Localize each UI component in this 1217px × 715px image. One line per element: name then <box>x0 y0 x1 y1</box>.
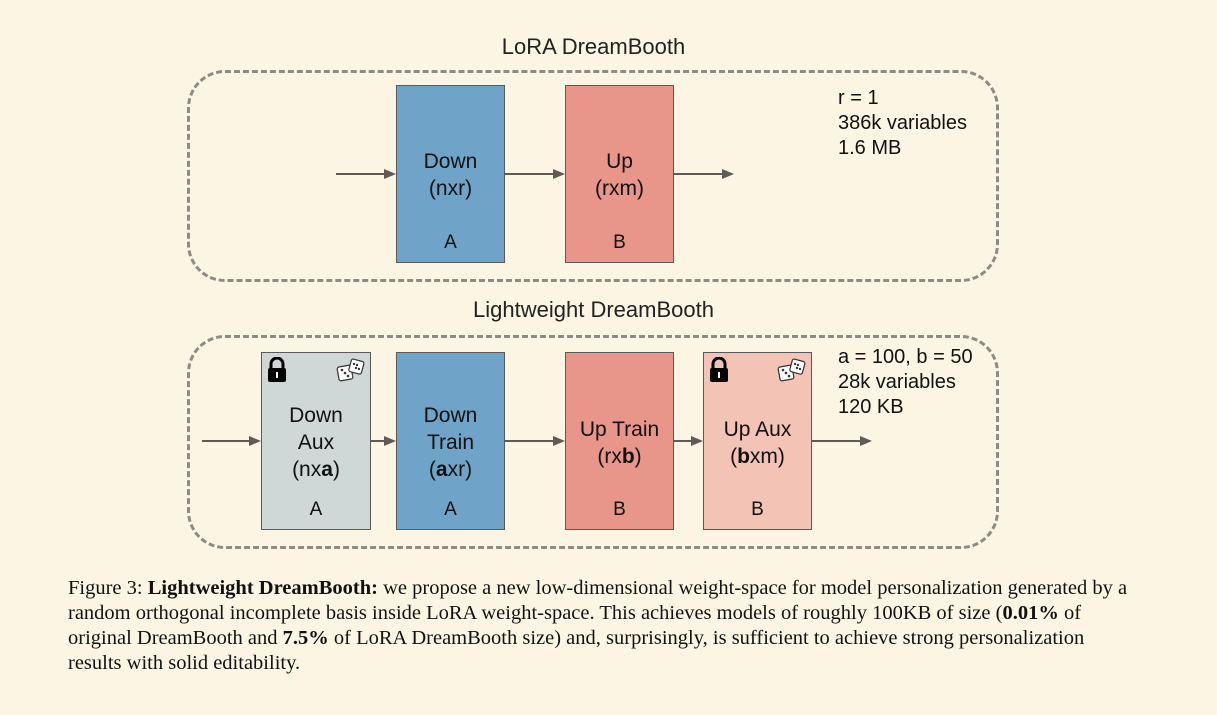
down-train-block: Down Train (axr) A <box>396 352 505 530</box>
stat-ab: a = 100, b = 50 <box>838 346 973 368</box>
block-letter: B <box>751 499 764 520</box>
caption-pct-2: 7.5% <box>282 627 329 649</box>
lightweight-dashed-frame <box>187 335 999 549</box>
block-name-line2: Aux <box>297 431 335 454</box>
lock-icon <box>268 357 286 382</box>
dice-icon <box>777 358 806 382</box>
stat-size: 1.6 MB <box>838 137 902 159</box>
block-dims: (nxa) <box>292 458 340 481</box>
up-aux-block: Up Aux (bxm) B <box>703 352 812 530</box>
block-letter: A <box>444 232 457 253</box>
lora-stats: r = 1 386k variables 1.6 MB <box>838 86 967 161</box>
lightweight-stats: a = 100, b = 50 28k variables 120 KB <box>838 345 973 420</box>
block-name-line1: Up Train <box>579 418 660 441</box>
stat-variables: 386k variables <box>838 112 967 134</box>
lora-up-block: Up (rxm) B <box>565 85 674 263</box>
block-letter: B <box>613 232 626 253</box>
caption-text-3: of LoRA DreamBooth size) and, surprising… <box>68 627 1085 674</box>
lora-dreambooth-title: LoRA DreamBooth <box>501 34 686 59</box>
block-letter: B <box>613 499 626 520</box>
caption-text-1: we propose a new low-dimensional weight-… <box>68 577 1128 624</box>
block-name: Up <box>606 150 633 173</box>
block-dims: (nxr) <box>428 177 473 200</box>
block-dims: (rxm) <box>595 177 644 200</box>
stat-rank: r = 1 <box>838 87 879 109</box>
stat-size: 120 KB <box>838 396 904 418</box>
caption-label: Figure 3: <box>68 577 143 599</box>
block-name-line1: Down <box>423 404 478 427</box>
down-aux-block: Down Aux (nxa) A <box>261 352 371 530</box>
block-dims: (bxm) <box>730 445 785 468</box>
dice-icon <box>336 358 365 382</box>
stat-variables: 28k variables <box>838 371 956 393</box>
up-train-block: Up Train (rxb) B <box>565 352 674 530</box>
lora-dashed-frame <box>187 70 999 282</box>
lightweight-dreambooth-title: Lightweight DreamBooth <box>473 297 714 322</box>
block-letter: A <box>444 499 457 520</box>
block-dims: (rxb) <box>597 445 642 468</box>
figure-caption: Figure 3: Lightweight DreamBooth: we pro… <box>68 576 1128 676</box>
caption-pct-1: 0.01% <box>1002 602 1059 624</box>
block-name: Down <box>423 150 478 173</box>
block-name-line1: Down <box>289 404 343 427</box>
caption-title: Lightweight DreamBooth: <box>147 577 378 599</box>
block-dims: (axr) <box>428 458 473 481</box>
caption-text-2: of original DreamBooth and <box>68 602 1082 649</box>
lora-down-block: Down (nxr) A <box>396 85 505 263</box>
block-name-line2: Train <box>426 431 475 454</box>
block-letter: A <box>309 499 323 520</box>
lock-icon <box>710 357 728 382</box>
block-name-line1: Up Aux <box>723 418 792 441</box>
